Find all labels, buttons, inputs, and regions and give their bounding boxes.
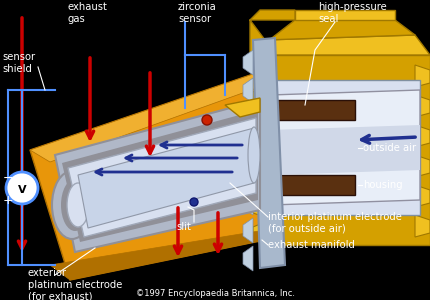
Polygon shape [253,222,265,244]
Text: sensor
shield: sensor shield [2,52,35,74]
Polygon shape [275,100,355,120]
Text: +: + [3,194,13,206]
Polygon shape [415,155,430,177]
Polygon shape [253,141,265,163]
Text: zirconia
sensor: zirconia sensor [178,2,217,24]
Polygon shape [253,38,285,268]
Text: outside air: outside air [363,143,416,153]
Text: ©1997 Encyclopaedia Britannica, Inc.: ©1997 Encyclopaedia Britannica, Inc. [135,289,295,298]
Polygon shape [415,95,430,117]
Ellipse shape [61,179,89,231]
Polygon shape [30,70,265,162]
Text: high-pressure
seal: high-pressure seal [318,2,387,24]
Polygon shape [275,175,355,195]
Polygon shape [55,100,260,252]
Polygon shape [243,218,253,243]
Polygon shape [30,70,265,280]
Polygon shape [415,185,430,207]
Polygon shape [243,190,253,215]
Polygon shape [253,87,265,109]
Ellipse shape [67,183,89,227]
Polygon shape [270,125,420,175]
Polygon shape [253,195,265,217]
Polygon shape [50,230,265,280]
Ellipse shape [52,171,92,239]
Polygon shape [243,134,253,159]
Polygon shape [225,98,260,117]
Ellipse shape [248,127,260,183]
Text: exhaust manifold: exhaust manifold [268,240,355,250]
Text: slit: slit [176,222,191,232]
Polygon shape [295,10,395,20]
Polygon shape [250,10,295,55]
Polygon shape [265,35,430,55]
Circle shape [202,115,212,125]
Text: interior platinum electrode
(for outside air): interior platinum electrode (for outside… [268,212,402,234]
Polygon shape [243,246,253,271]
Polygon shape [415,215,430,237]
Polygon shape [243,50,253,75]
Polygon shape [270,80,420,215]
Polygon shape [253,168,265,190]
Polygon shape [68,118,256,237]
Text: V: V [18,185,26,195]
Circle shape [6,172,38,204]
Text: −: − [3,172,13,184]
Polygon shape [415,125,430,147]
Polygon shape [243,106,253,131]
Polygon shape [243,78,253,103]
Polygon shape [250,20,415,55]
Text: exterior
platinum electrode
(for exhaust): exterior platinum electrode (for exhaust… [28,268,123,300]
Circle shape [190,198,198,206]
Polygon shape [265,55,430,245]
Polygon shape [78,128,254,228]
Text: exhaust
gas: exhaust gas [68,2,108,24]
Polygon shape [270,90,420,205]
Text: housing: housing [363,180,402,190]
Polygon shape [253,114,265,136]
Polygon shape [62,110,258,242]
Polygon shape [243,162,253,187]
Polygon shape [253,60,265,82]
Polygon shape [415,65,430,87]
